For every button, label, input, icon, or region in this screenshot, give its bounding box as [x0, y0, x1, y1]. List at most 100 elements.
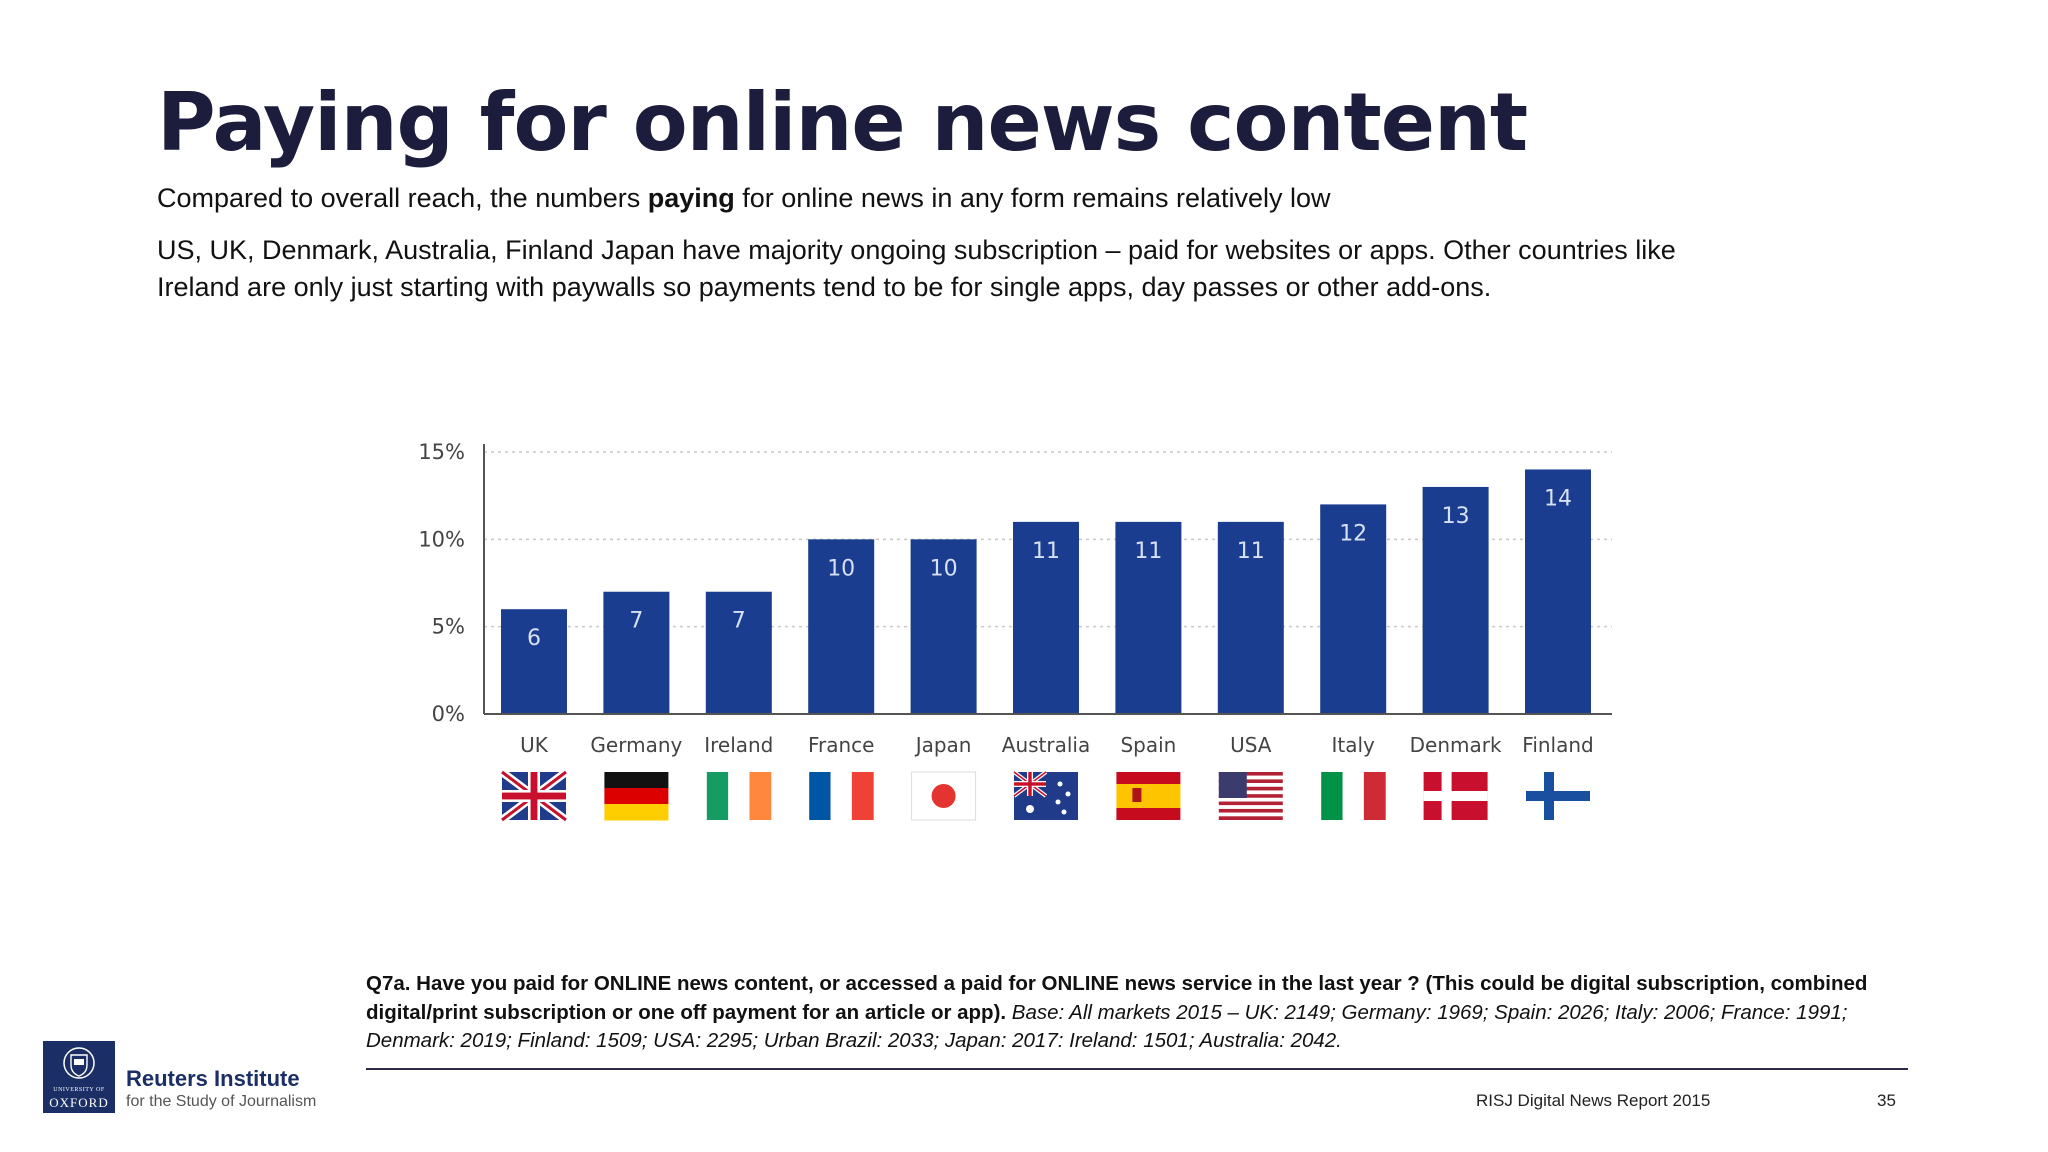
flag-stripe — [1116, 784, 1181, 808]
flag-stripe — [1218, 790, 1283, 795]
intro-line-1-end: for online news in any form remains rela… — [734, 183, 1331, 213]
bar — [1115, 521, 1182, 714]
x-tick-label: Finland — [1522, 733, 1593, 757]
bar — [1525, 469, 1591, 714]
bar — [1422, 486, 1489, 714]
bar-data-label: 7 — [629, 609, 643, 634]
bar — [603, 591, 670, 714]
bar-data-labels: 6 7 7 10 10 11 11 11 12 13 14 — [527, 486, 1572, 651]
flag-stripe — [706, 772, 729, 820]
bar-data-label: 14 — [1544, 486, 1572, 511]
flag-stripe — [1218, 805, 1283, 809]
flag-canton — [1218, 772, 1247, 798]
flag-stripe — [604, 788, 669, 805]
usa-flag-icon — [1218, 772, 1283, 820]
bar — [501, 609, 567, 714]
y-axis-labels: 0% 5% 10% 15% — [418, 440, 465, 726]
flag-stripe — [1363, 772, 1386, 820]
x-tick-label: France — [808, 733, 875, 757]
flag-star — [1065, 791, 1071, 797]
x-tick-label: USA — [1230, 733, 1272, 757]
bar-data-label: 7 — [732, 609, 746, 634]
flag-stripe — [1218, 794, 1283, 798]
x-tick-label: Italy — [1332, 733, 1376, 757]
flag-stripe — [604, 804, 669, 821]
uk-flag-icon — [499, 768, 569, 824]
flag-cross — [1526, 791, 1590, 801]
flag-stripe — [1218, 797, 1283, 802]
y-tick-label: 15% — [418, 440, 465, 464]
bar-data-label: 13 — [1442, 504, 1470, 529]
country-flags — [499, 768, 1590, 824]
x-tick-label: UK — [520, 733, 549, 757]
bar-data-label: 11 — [1134, 539, 1162, 564]
flag-stripe — [1218, 816, 1283, 820]
flag-stripe — [1218, 779, 1283, 784]
bar-data-label: 11 — [1032, 539, 1060, 564]
flag-stripe — [1116, 772, 1181, 784]
flag-cross — [502, 792, 566, 800]
ireland-flag-icon — [706, 772, 772, 820]
x-tick-label: Germany — [590, 733, 682, 757]
flag-stripe — [809, 772, 832, 820]
flag-stripe — [830, 772, 853, 820]
flag-stripe — [1218, 801, 1283, 806]
flag-stripe — [1342, 772, 1365, 820]
finland-flag-icon — [1526, 772, 1590, 820]
crest-university-text: UNIVERSITY OF — [53, 1087, 105, 1093]
australia-flag-icon — [1012, 770, 1078, 820]
flag-stripe — [1218, 808, 1283, 813]
bar-data-label: 10 — [827, 556, 855, 581]
bar — [808, 539, 875, 714]
flag-stripe — [604, 772, 669, 789]
y-tick-label: 0% — [432, 702, 465, 726]
italy-flag-icon — [1321, 772, 1386, 820]
germany-flag-icon — [604, 772, 669, 821]
flag-stripe — [749, 772, 772, 820]
x-tick-label: Spain — [1120, 733, 1176, 757]
intro-line-2: US, UK, Denmark, Australia, Finland Japa… — [157, 235, 1676, 302]
x-tick-label: Japan — [914, 733, 972, 757]
flag-stripe — [1116, 808, 1181, 820]
footer-divider — [366, 1068, 1908, 1070]
chart-bars — [501, 469, 1591, 714]
page-number: 35 — [1877, 1091, 1896, 1110]
slide-title: Paying for online news content — [157, 76, 1528, 169]
x-tick-label: Denmark — [1410, 733, 1502, 757]
bar — [1217, 521, 1284, 714]
footnote-question: Q7a. Have you paid for ONLINE news conte… — [366, 972, 1868, 1024]
bar-chart: 0% 5% 10% 15% 6 7 7 10 10 11 11 11 12 13 14 UK Germany… — [418, 440, 1612, 824]
bar — [1013, 521, 1079, 714]
flag-stripe — [728, 772, 750, 820]
flag-emblem — [1132, 788, 1142, 802]
chart-footnote: Q7a. Have you paid for ONLINE news conte… — [366, 970, 1926, 1056]
bar-data-label: 6 — [527, 626, 541, 651]
denmark-flag-icon — [1423, 772, 1488, 820]
x-tick-label: Ireland — [704, 733, 773, 757]
report-title: RISJ Digital News Report 2015 — [1476, 1091, 1711, 1110]
flag-stripe — [851, 772, 874, 820]
crest-shield-icon — [63, 1047, 95, 1079]
japan-flag-icon — [911, 771, 977, 821]
flag-stripe — [1218, 775, 1283, 780]
bar — [910, 539, 977, 714]
footnote-base: Base: All markets 2015 – UK: 2149; Germa… — [366, 1000, 1848, 1053]
logo-tagline: for the Study of Journalism — [126, 1093, 317, 1110]
flag-stripe — [1321, 772, 1344, 820]
oxford-crest-logo: UNIVERSITY OF OXFORD — [43, 1041, 115, 1113]
spain-flag-icon — [1116, 772, 1181, 820]
intro-line-1-bold: paying — [647, 183, 735, 213]
bar-data-label: 10 — [930, 556, 958, 581]
bar-data-label: 12 — [1339, 521, 1367, 546]
crest-oxford-text: OXFORD — [49, 1095, 109, 1110]
flag-cross — [1014, 782, 1046, 786]
france-flag-icon — [809, 772, 874, 820]
flag-stripe — [1218, 783, 1283, 787]
x-tick-label: Australia — [1002, 733, 1090, 757]
flag-sun — [931, 784, 956, 808]
flag-stripe — [1218, 772, 1283, 776]
intro-line-1: Compared to overall reach, the numbers p… — [157, 183, 1331, 214]
flag-stripe — [1218, 812, 1283, 817]
bar — [705, 591, 772, 714]
flag-stripe — [1218, 786, 1283, 791]
